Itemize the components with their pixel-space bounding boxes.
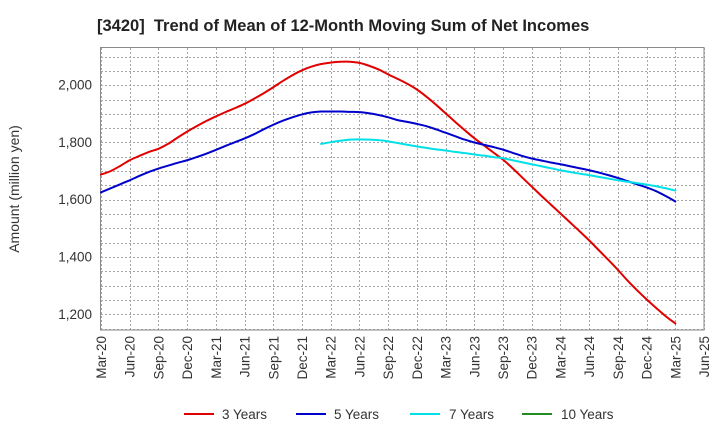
x-tick-label: Sep-21 bbox=[266, 336, 281, 380]
x-tick-label: Sep-22 bbox=[381, 336, 396, 380]
x-tick-label: Jun-24 bbox=[582, 336, 597, 378]
series-layer bbox=[100, 60, 677, 325]
grid-lines bbox=[101, 48, 705, 330]
x-tick-label: Jun-23 bbox=[467, 336, 482, 377]
legend-item-3-years: 3 Years bbox=[184, 407, 267, 422]
x-tick-label: Dec-23 bbox=[525, 336, 540, 380]
y-tick-label: 1,800 bbox=[58, 135, 92, 150]
x-tick-label: Mar-24 bbox=[553, 336, 568, 379]
y-tick-label: 2,000 bbox=[58, 78, 92, 93]
legend-item-5-years: 5 Years bbox=[296, 407, 379, 422]
series-line-3-years bbox=[100, 60, 677, 325]
x-tick-label: Jun-21 bbox=[238, 336, 253, 377]
x-tick-label: Dec-22 bbox=[410, 336, 425, 380]
x-tick-label: Mar-25 bbox=[668, 336, 683, 379]
x-tick-label: Dec-20 bbox=[180, 336, 195, 380]
legend-label-5-years: 5 Years bbox=[334, 407, 379, 422]
series-line-7-years bbox=[320, 138, 677, 192]
x-tick-label: Mar-23 bbox=[439, 336, 454, 379]
plot-frame bbox=[100, 47, 705, 331]
legend-item-7-years: 7 Years bbox=[410, 407, 494, 422]
chart-title: [3420] Trend of Mean of 12-Month Moving … bbox=[97, 17, 589, 35]
x-tick-label: Jun-22 bbox=[352, 336, 367, 377]
y-tick-label: 1,400 bbox=[58, 250, 92, 265]
x-tick-label: Dec-21 bbox=[295, 336, 310, 380]
x-tick-label: Mar-22 bbox=[324, 336, 339, 379]
y-axis-label: Amount (million yen) bbox=[6, 125, 22, 253]
x-axis-ticks: Mar-20 Jun-20 Sep-20 Dec-20 Mar-21 Jun-21 Sep-… bbox=[94, 336, 712, 380]
x-tick-label: Mar-21 bbox=[209, 336, 224, 379]
x-tick-label: Mar-20 bbox=[94, 336, 109, 379]
legend-label-10-years: 10 Years bbox=[561, 407, 614, 422]
x-tick-label: Sep-23 bbox=[496, 336, 511, 380]
x-tick-label: Jun-25 bbox=[697, 336, 712, 377]
legend-item-10-years: 10 Years bbox=[522, 407, 614, 422]
x-tick-label: Jun-20 bbox=[123, 336, 138, 377]
y-axis-ticks: 1,200 1,400 1,600 1,800 2,000 bbox=[58, 78, 92, 322]
legend-label-3-years: 3 Years bbox=[222, 407, 267, 422]
x-tick-label: Sep-20 bbox=[151, 336, 166, 380]
x-tick-label: Dec-24 bbox=[640, 336, 655, 380]
legend-label-7-years: 7 Years bbox=[449, 407, 494, 422]
y-tick-label: 1,200 bbox=[58, 307, 92, 322]
series-line-5-years bbox=[100, 110, 677, 203]
y-tick-label: 1,600 bbox=[58, 192, 92, 207]
legend: 3 Years 5 Years 7 Years 10 Years bbox=[184, 407, 614, 422]
x-tick-label: Sep-24 bbox=[611, 336, 626, 380]
